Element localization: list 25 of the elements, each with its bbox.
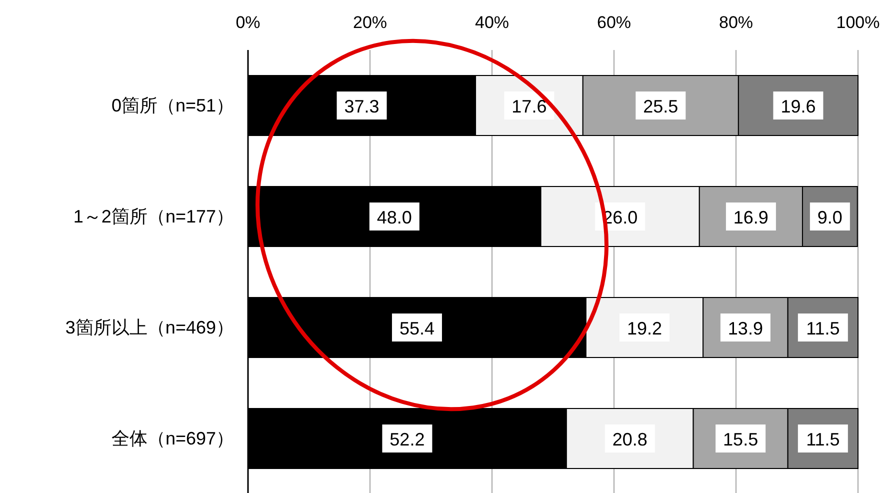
data-label: 11.5 bbox=[806, 318, 840, 338]
data-label: 25.5 bbox=[643, 96, 678, 116]
data-label: 9.0 bbox=[817, 208, 842, 228]
data-label: 37.3 bbox=[344, 96, 380, 116]
data-label: 19.6 bbox=[780, 96, 816, 116]
x-tick-label: 0% bbox=[236, 13, 260, 32]
data-label: 11.5 bbox=[806, 430, 840, 450]
x-tick-label: 20% bbox=[352, 13, 388, 32]
data-label: 16.9 bbox=[733, 208, 768, 228]
data-label: 48.0 bbox=[376, 208, 412, 228]
y-tick-label: 3箇所以上（n=469） bbox=[65, 318, 234, 338]
x-tick-label: 100% bbox=[836, 13, 880, 32]
x-tick-label: 80% bbox=[718, 13, 754, 32]
data-label: 17.6 bbox=[512, 96, 547, 116]
y-tick-label: 全体（n=697） bbox=[111, 428, 234, 448]
data-label: 13.9 bbox=[728, 318, 763, 338]
x-tick-label: 40% bbox=[474, 13, 510, 32]
data-label: 52.2 bbox=[390, 430, 425, 450]
data-label: 55.4 bbox=[399, 318, 434, 338]
data-label: 20.8 bbox=[612, 430, 648, 450]
data-label: 15.5 bbox=[723, 430, 758, 450]
y-tick-label: 1～2箇所（n=177） bbox=[73, 206, 234, 226]
x-tick-label: 60% bbox=[596, 13, 632, 32]
data-label: 19.2 bbox=[626, 318, 662, 338]
y-tick-label: 0箇所（n=51） bbox=[111, 96, 234, 116]
